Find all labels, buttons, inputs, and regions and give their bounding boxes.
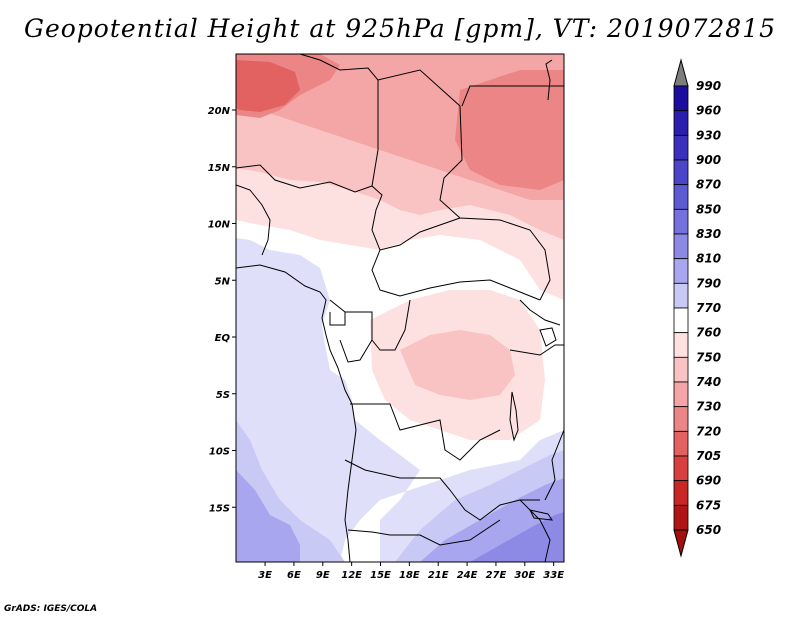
map-title: Geopotential Height at 925hPa [gpm], VT:… xyxy=(23,14,777,43)
colorbar: 990 960 930 900 870 850 830 810 790 770 760 750 740 7… xyxy=(673,58,721,558)
colorbar-box xyxy=(673,381,689,408)
coastline xyxy=(236,264,357,562)
lon-tick-label: 12E xyxy=(341,570,362,581)
colorbar-box xyxy=(673,356,689,383)
colorbar-level-label: 730 xyxy=(696,400,721,414)
lat-tick-label: 10N xyxy=(208,220,231,231)
colorbar-level-label: 900 xyxy=(696,153,721,167)
colorbar-top-arrow xyxy=(673,58,689,87)
border-line xyxy=(236,164,461,251)
lat-tick-label: 5N xyxy=(215,276,231,287)
lat-tick-label: 15S xyxy=(209,503,230,514)
colorbar-level-label: 740 xyxy=(696,375,721,389)
lat-tick-label: 15N xyxy=(208,163,231,174)
lat-tick-label: 5S xyxy=(216,390,230,401)
geopotential-field xyxy=(236,54,564,562)
border-line xyxy=(347,519,501,546)
plot-frame xyxy=(235,53,565,563)
lon-tick-label: 33E xyxy=(543,570,564,581)
lon-tick-label: 27E xyxy=(486,570,507,581)
border-line xyxy=(339,339,373,363)
lake-outline xyxy=(539,327,557,347)
colorbar-bottom-arrow xyxy=(673,529,689,558)
colorbar-level-label: 770 xyxy=(696,301,721,315)
coastline xyxy=(545,59,553,101)
lon-tick-label: 15E xyxy=(370,570,391,581)
colorbar-box xyxy=(673,406,689,432)
colorbar-level-label: 690 xyxy=(696,474,721,488)
colorbar-level-label: 675 xyxy=(696,498,721,512)
colorbar-level-label: 850 xyxy=(696,202,721,216)
border-line xyxy=(350,403,501,461)
lon-tick-label: 6E xyxy=(287,570,301,581)
colorbar-box xyxy=(673,159,689,186)
colorbar-box xyxy=(673,110,689,136)
colorbar-box xyxy=(673,282,689,309)
border-line xyxy=(236,184,271,256)
colorbar-level-label: 760 xyxy=(696,326,721,340)
colorbar-box xyxy=(673,134,689,161)
lat-tick-label: 20N xyxy=(208,106,231,117)
colorbar-box xyxy=(673,184,689,210)
border-line xyxy=(371,249,541,301)
border-line xyxy=(377,69,551,301)
colorbar-box xyxy=(673,85,689,112)
colorbar-level-label: 705 xyxy=(696,449,721,463)
field-810-830-region xyxy=(236,470,300,562)
field-705-720-region xyxy=(236,60,300,112)
field-830-850-region xyxy=(470,512,564,562)
country-borders xyxy=(236,54,564,562)
colorbar-box xyxy=(673,480,689,506)
border-line xyxy=(344,459,540,521)
lon-tick-label: 24E xyxy=(457,570,478,581)
border-line xyxy=(329,312,346,326)
border-line xyxy=(299,54,379,187)
colorbar-level-label: 790 xyxy=(696,276,721,290)
lon-tick-label: 18E xyxy=(399,570,420,581)
border-line xyxy=(461,85,564,107)
lat-tick-label: EQ xyxy=(215,333,231,344)
field-740-750-region-central xyxy=(400,330,515,400)
colorbar-level-label: 870 xyxy=(696,178,721,192)
colorbar-level-label: 990 xyxy=(696,79,721,93)
lake-outline xyxy=(529,509,554,521)
colorbar-box xyxy=(673,307,689,334)
border-line xyxy=(519,299,561,326)
colorbar-level-label: 830 xyxy=(696,227,721,241)
colorbar-box xyxy=(673,430,689,457)
lon-tick-label: 3E xyxy=(258,570,272,581)
lon-tick-label: 9E xyxy=(316,570,330,581)
colorbar-level-label: 750 xyxy=(696,350,721,364)
lat-tick-label: 10S xyxy=(209,447,230,458)
border-line xyxy=(329,299,411,351)
colorbar-box xyxy=(673,233,689,260)
colorbar-level-label: 810 xyxy=(696,252,721,266)
colorbar-box xyxy=(673,332,689,358)
field-720-730-region-east xyxy=(455,70,564,190)
longitude-axis: 3E 6E 9E 12E 15E 18E 21E 24E 27E 30E 33E xyxy=(258,562,564,581)
colorbar-box xyxy=(673,208,689,235)
border-line xyxy=(544,429,564,501)
colorbar-level-label: 650 xyxy=(696,523,721,537)
colorbar-box xyxy=(673,455,689,482)
colorbar-box xyxy=(673,504,689,531)
grads-credit: GrADS: IGES/COLA xyxy=(4,604,98,614)
lon-tick-label: 21E xyxy=(428,570,449,581)
latitude-axis: 20N 15N 10N 5N EQ 5S 10S 15S xyxy=(208,106,236,514)
colorbar-box xyxy=(673,258,689,284)
border-line xyxy=(509,344,564,356)
colorbar-level-label: 930 xyxy=(696,128,721,142)
colorbar-level-label: 720 xyxy=(696,424,721,438)
lake-outline xyxy=(509,391,519,442)
lon-tick-label: 30E xyxy=(514,570,535,581)
colorbar-level-label: 960 xyxy=(696,104,721,118)
